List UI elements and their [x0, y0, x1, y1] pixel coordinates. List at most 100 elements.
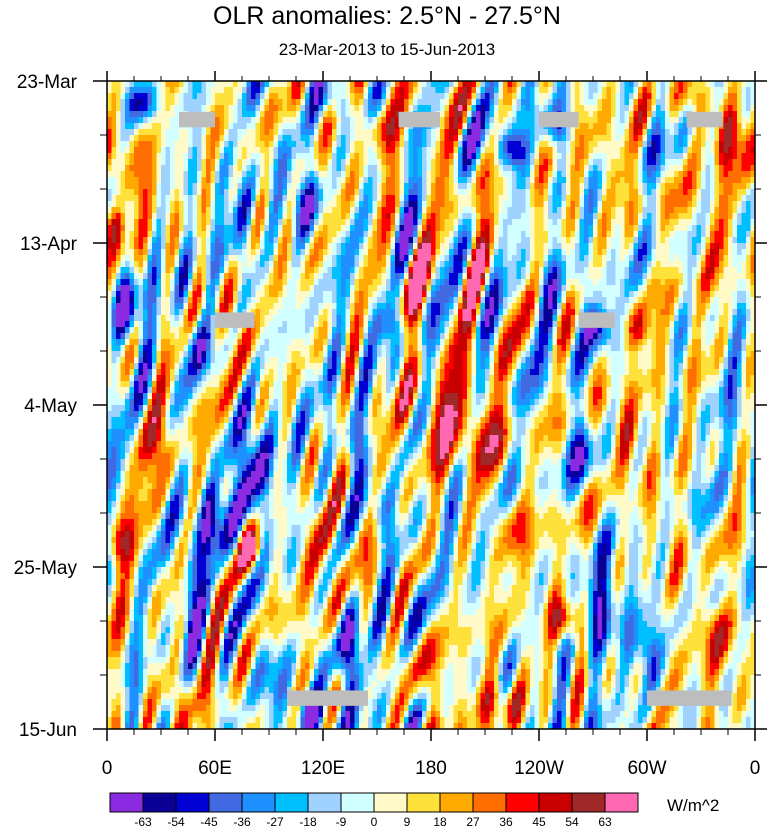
- field-cell: [463, 81, 468, 88]
- field-cell: [238, 135, 243, 142]
- field-cell: [535, 171, 540, 178]
- field-cell: [562, 87, 567, 94]
- field-cell: [476, 135, 481, 142]
- field-cell: [337, 129, 342, 136]
- field-cell: [530, 189, 535, 196]
- field-cell: [625, 123, 630, 130]
- field-cell: [508, 201, 513, 208]
- field-cell: [458, 207, 463, 214]
- field-cell: [337, 207, 342, 214]
- field-cell: [314, 243, 319, 250]
- field-cell: [445, 105, 450, 112]
- field-cell: [215, 111, 220, 118]
- field-cell: [260, 147, 265, 154]
- field-cell: [746, 141, 751, 148]
- field-cell: [152, 261, 157, 268]
- field-cell: [256, 123, 261, 130]
- field-cell: [490, 189, 495, 196]
- field-cell: [364, 123, 369, 130]
- field-cell: [584, 99, 589, 106]
- field-cell: [616, 231, 621, 238]
- field-cell: [278, 267, 283, 274]
- field-cell: [449, 177, 454, 184]
- field-cell: [602, 213, 607, 220]
- field-cell: [503, 171, 508, 178]
- field-cell: [602, 231, 607, 238]
- field-cell: [413, 249, 418, 256]
- field-cell: [323, 207, 328, 214]
- field-cell: [544, 177, 549, 184]
- field-cell: [184, 135, 189, 142]
- field-cell: [202, 279, 207, 286]
- field-cell: [742, 159, 747, 166]
- field-cell: [202, 177, 207, 184]
- field-cell: [229, 255, 234, 262]
- field-cell: [634, 279, 639, 286]
- field-cell: [377, 201, 382, 208]
- field-cell: [602, 93, 607, 100]
- field-cell: [400, 147, 405, 154]
- field-cell: [508, 249, 513, 256]
- field-cell: [701, 87, 706, 94]
- field-cell: [359, 141, 364, 148]
- field-cell: [107, 171, 112, 178]
- field-cell: [494, 201, 499, 208]
- field-cell: [319, 135, 324, 142]
- field-cell: [220, 159, 225, 166]
- field-cell: [373, 273, 378, 280]
- field-cell: [746, 111, 751, 118]
- field-cell: [305, 177, 310, 184]
- field-cell: [350, 99, 355, 106]
- field-cell: [166, 279, 171, 286]
- field-cell: [512, 153, 517, 160]
- field-cell: [710, 219, 715, 226]
- field-cell: [530, 255, 535, 262]
- field-cell: [125, 255, 130, 262]
- field-cell: [260, 117, 265, 124]
- field-cell: [116, 201, 121, 208]
- field-cell: [332, 153, 337, 160]
- field-cell: [503, 93, 508, 100]
- field-cell: [715, 99, 720, 106]
- field-cell: [310, 273, 315, 280]
- field-cell: [355, 141, 360, 148]
- field-cell: [382, 279, 387, 286]
- field-cell: [656, 279, 661, 286]
- field-cell: [535, 267, 540, 274]
- field-cell: [368, 177, 373, 184]
- field-cell: [697, 87, 702, 94]
- field-cell: [310, 231, 315, 238]
- field-cell: [319, 117, 324, 124]
- field-cell: [602, 219, 607, 226]
- field-cell: [634, 225, 639, 232]
- field-cell: [301, 261, 306, 268]
- field-cell: [152, 129, 157, 136]
- field-cell: [728, 279, 733, 286]
- field-cell: [121, 99, 126, 106]
- field-cell: [143, 267, 148, 274]
- field-cell: [265, 255, 270, 262]
- field-cell: [728, 237, 733, 244]
- field-cell: [661, 213, 666, 220]
- field-cell: [247, 183, 252, 190]
- field-cell: [112, 135, 117, 142]
- field-cell: [161, 279, 166, 286]
- field-cell: [656, 117, 661, 124]
- field-cell: [391, 165, 396, 172]
- field-cell: [373, 135, 378, 142]
- field-cell: [647, 243, 652, 250]
- field-cell: [593, 123, 598, 130]
- field-cell: [206, 165, 211, 172]
- field-cell: [670, 279, 675, 286]
- field-cell: [418, 195, 423, 202]
- field-cell: [305, 207, 310, 214]
- field-cell: [404, 153, 409, 160]
- field-cell: [139, 195, 144, 202]
- field-cell: [503, 195, 508, 202]
- field-cell: [526, 111, 531, 118]
- field-cell: [121, 117, 126, 124]
- field-cell: [620, 279, 625, 286]
- field-cell: [112, 99, 117, 106]
- field-cell: [737, 219, 742, 226]
- field-cell: [449, 165, 454, 172]
